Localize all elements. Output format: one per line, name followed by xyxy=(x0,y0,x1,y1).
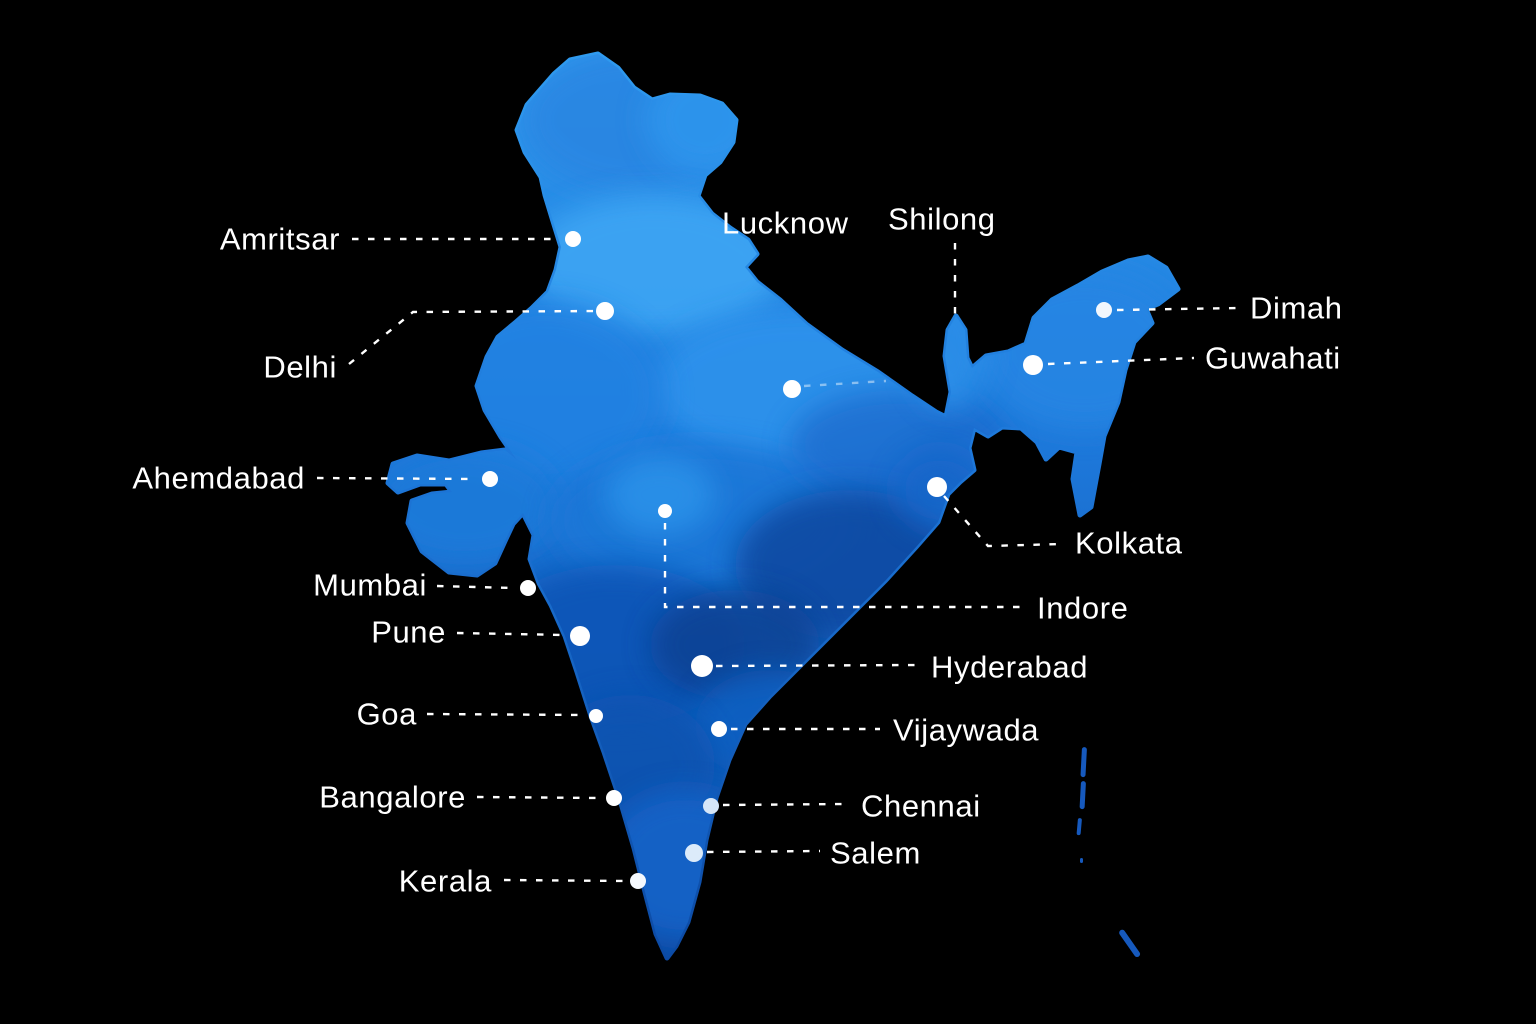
city-label-pune: Pune xyxy=(371,615,446,650)
leader-line-hyderabad xyxy=(715,663,919,668)
leader-line-bangalore xyxy=(476,795,603,800)
city-label-guwahati: Guwahati xyxy=(1205,341,1341,376)
leader-line-chennai xyxy=(722,802,849,807)
city-dot-salem xyxy=(685,844,703,862)
leader-line-lucknow xyxy=(803,379,887,388)
city-dot-delhi xyxy=(596,302,614,320)
city-dimah: Dimah xyxy=(1096,291,1343,326)
island-sliver-0 xyxy=(1080,747,1087,778)
city-kolkata: Kolkata xyxy=(927,477,1183,561)
leader-line-delhi xyxy=(348,309,604,365)
city-dot-indore xyxy=(658,504,672,518)
region-shade-2 xyxy=(525,195,785,335)
leader-line-kolkata xyxy=(943,495,1063,548)
city-ahemdabad: Ahemdabad xyxy=(132,461,498,496)
city-label-amritsar: Amritsar xyxy=(220,222,340,257)
city-dot-pune xyxy=(570,626,590,646)
city-label-kolkata: Kolkata xyxy=(1075,526,1183,561)
city-pune: Pune xyxy=(371,615,590,650)
city-guwahati: Guwahati xyxy=(1023,341,1341,376)
city-label-shilong: Shilong xyxy=(888,202,996,237)
city-label-lucknow: Lucknow xyxy=(722,206,849,241)
city-dot-chennai xyxy=(703,798,719,814)
city-shilong: Shilong xyxy=(888,202,996,316)
city-lucknow: Lucknow xyxy=(722,206,887,398)
city-dot-goa xyxy=(589,709,603,723)
leader-line-ahemdabad xyxy=(316,476,478,481)
city-chennai: Chennai xyxy=(703,789,981,824)
city-label-vijaywada: Vijaywada xyxy=(893,713,1039,748)
region-shade-7 xyxy=(605,455,715,535)
city-label-salem: Salem xyxy=(830,836,921,871)
leader-line-pune xyxy=(456,631,566,637)
city-dot-lucknow xyxy=(783,380,801,398)
city-label-kerala: Kerala xyxy=(399,864,492,899)
leader-line-dimah xyxy=(1116,306,1240,312)
city-indore: Indore xyxy=(658,504,1129,626)
city-dot-guwahati xyxy=(1023,355,1043,375)
city-label-goa: Goa xyxy=(357,697,418,732)
city-salem: Salem xyxy=(685,836,921,871)
city-vijaywada: Vijaywada xyxy=(711,713,1039,748)
city-label-indore: Indore xyxy=(1037,591,1129,626)
city-dot-vijaywada xyxy=(711,721,727,737)
island-sliver-2 xyxy=(1076,818,1082,836)
leader-line-salem xyxy=(706,849,821,854)
city-delhi: Delhi xyxy=(263,302,614,385)
city-label-chennai: Chennai xyxy=(861,789,981,824)
city-dot-dimah xyxy=(1096,302,1112,318)
city-label-ahemdabad: Ahemdabad xyxy=(132,461,305,496)
city-dot-kolkata xyxy=(927,477,947,497)
city-label-dimah: Dimah xyxy=(1250,291,1343,326)
city-dot-amritsar xyxy=(565,231,581,247)
city-label-hyderabad: Hyderabad xyxy=(931,650,1088,685)
leader-line-kerala xyxy=(503,878,627,883)
city-amritsar: Amritsar xyxy=(220,222,581,257)
city-dot-ahemdabad xyxy=(482,471,498,487)
city-label-mumbai: Mumbai xyxy=(313,568,427,603)
city-dot-kerala xyxy=(630,873,646,889)
city-goa: Goa xyxy=(357,697,603,732)
island-sliver-3 xyxy=(1080,858,1083,863)
city-mumbai: Mumbai xyxy=(313,568,536,603)
andaman-nicobar-islands xyxy=(1076,747,1141,958)
leader-line-goa xyxy=(426,712,587,717)
leader-line-indore xyxy=(663,523,1023,609)
city-dot-hyderabad xyxy=(691,655,713,677)
island-sliver-1 xyxy=(1079,781,1086,810)
city-dot-bangalore xyxy=(606,790,622,806)
city-markers-layer: Amritsar Delhi Lucknow Shilong Dimah Guwahati… xyxy=(132,202,1342,899)
city-label-bangalore: Bangalore xyxy=(319,780,466,815)
city-label-delhi: Delhi xyxy=(263,350,337,385)
city-hyderabad: Hyderabad xyxy=(691,650,1088,685)
island-sliver-4 xyxy=(1119,929,1141,958)
city-dot-mumbai xyxy=(520,580,536,596)
leader-line-mumbai xyxy=(436,584,515,590)
city-bangalore: Bangalore xyxy=(319,780,622,815)
city-kerala: Kerala xyxy=(399,864,646,899)
